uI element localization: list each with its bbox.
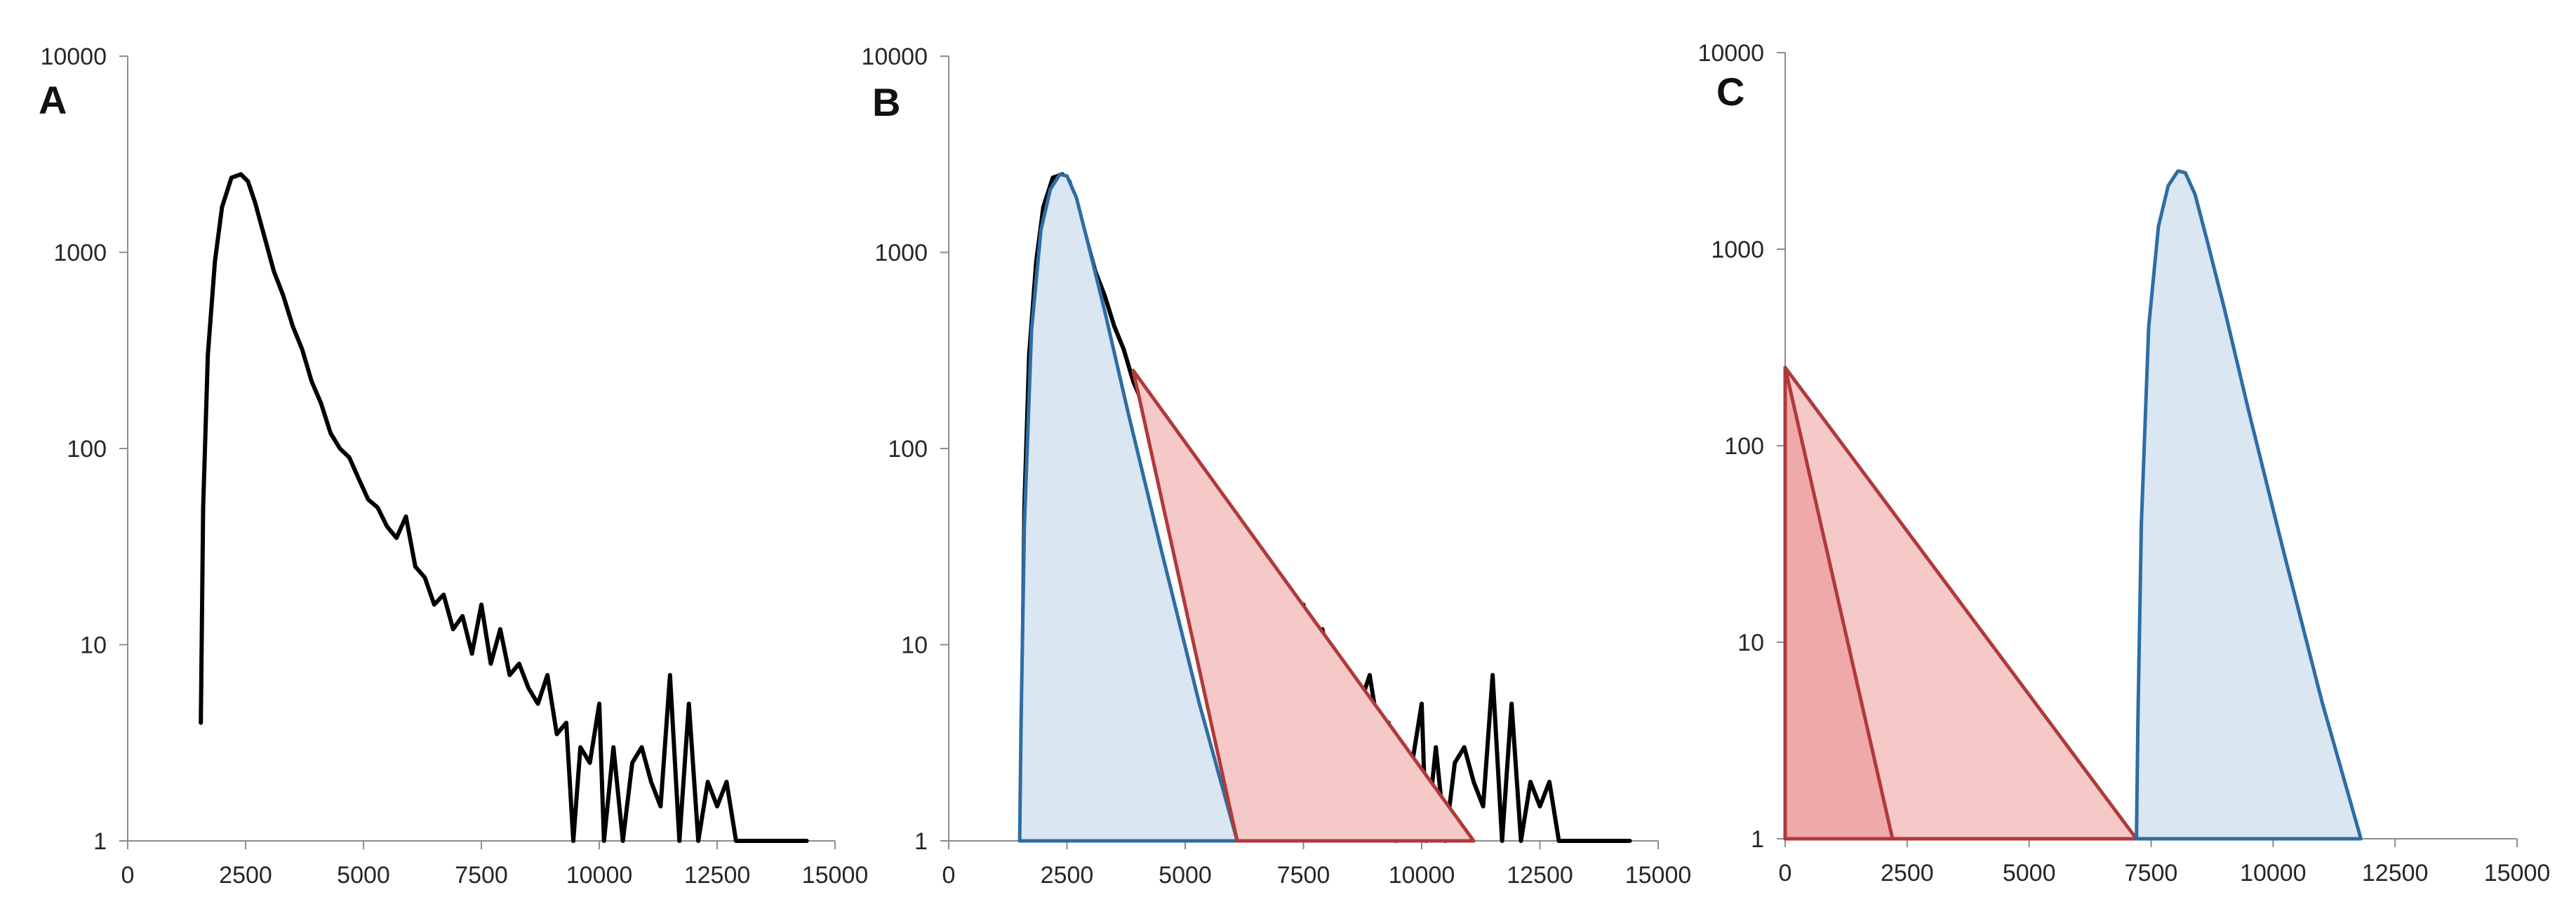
- series-area: [1783, 366, 1895, 841]
- y-tick-label: 1: [93, 828, 107, 855]
- y-tick-label: 10000: [1697, 40, 1764, 67]
- x-tick-label: 12500: [684, 862, 751, 889]
- y-tick-label: 1: [914, 828, 928, 855]
- y-tick-label: 100: [888, 436, 928, 463]
- x-tick-label: 10000: [1389, 862, 1455, 889]
- x-tick-label: 2500: [1041, 862, 1094, 889]
- panel-label: C: [1716, 69, 1744, 114]
- y-tick-label: 10: [901, 632, 928, 659]
- x-tick-label: 5000: [2003, 860, 2056, 887]
- x-tick-label: 2500: [219, 862, 272, 889]
- x-tick-label: 10000: [566, 862, 633, 889]
- series-area: [1131, 368, 1476, 843]
- y-tick-label: 10000: [861, 44, 928, 70]
- x-tick-label: 0: [1779, 860, 1792, 887]
- x-tick-label: 7500: [455, 862, 508, 889]
- x-tick-label: 0: [942, 862, 956, 889]
- panel-label: A: [39, 78, 67, 122]
- y-tick-label: 10: [1737, 630, 1764, 656]
- x-tick-label: 15000: [2484, 860, 2551, 887]
- panel-label: B: [872, 80, 900, 124]
- series-line: [199, 172, 809, 843]
- x-tick-label: 7500: [1277, 862, 1330, 889]
- x-tick-label: 2500: [1881, 860, 1934, 887]
- panel-a: 1 10 100 1000 10000 0 2500 5000 7500 10000 12500 15…: [39, 44, 868, 889]
- panel-b: 1 10 100 1000 10000 0 2500 5000 7500 10000 12500 15…: [861, 44, 1691, 889]
- y-tick-label: 1000: [53, 240, 107, 267]
- series-area: [2135, 169, 2363, 841]
- y-tick-label: 100: [67, 436, 107, 463]
- y-tick-label: 1000: [1711, 237, 1764, 263]
- y-tick-label: 10: [80, 632, 107, 659]
- x-tick-label: 12500: [1507, 862, 1573, 889]
- y-tick-label: 10000: [40, 44, 107, 70]
- x-tick-label: 12500: [2362, 860, 2429, 887]
- y-tick-label: 1000: [874, 240, 928, 267]
- x-tick-label: 7500: [2125, 860, 2178, 887]
- x-tick-label: 15000: [1625, 862, 1692, 889]
- x-tick-label: 15000: [802, 862, 869, 889]
- series-area: [1017, 172, 1239, 843]
- panel-c: 1 10 100 1000 10000 0 2500 5000 7500 10000 12500 15…: [1697, 40, 2550, 887]
- x-tick-label: 0: [121, 862, 135, 889]
- x-tick-label: 5000: [1159, 862, 1212, 889]
- x-tick-label: 5000: [337, 862, 390, 889]
- y-tick-label: 100: [1724, 433, 1764, 460]
- x-tick-label: 10000: [2240, 860, 2307, 887]
- y-tick-label: 1: [1751, 826, 1764, 853]
